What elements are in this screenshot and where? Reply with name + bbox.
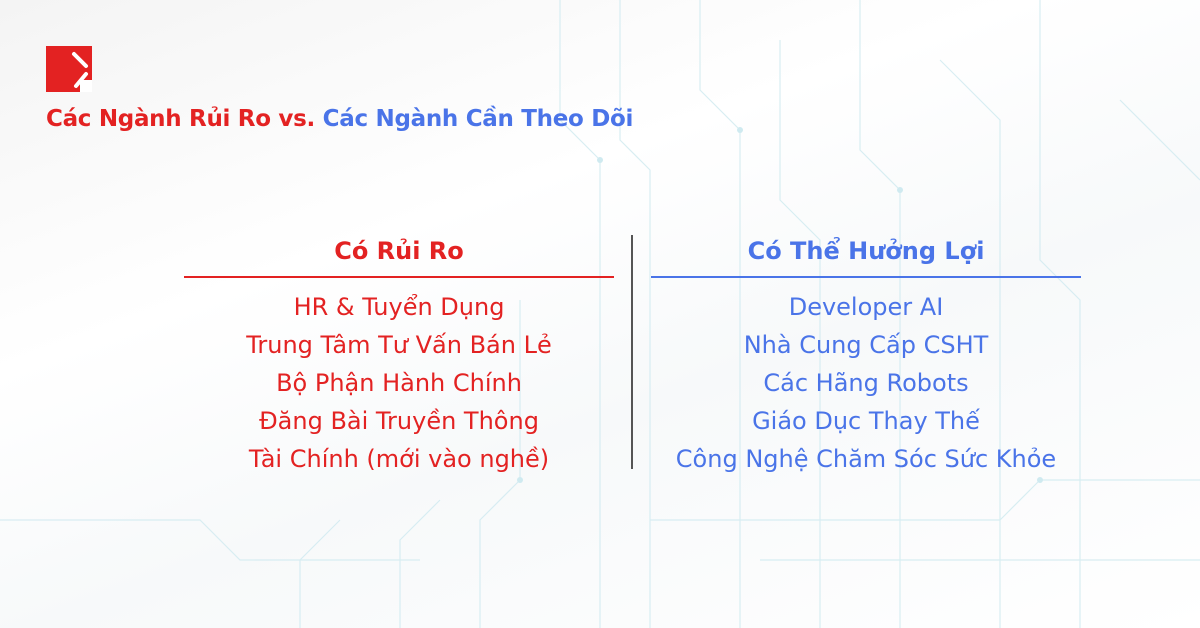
risk-item: Bộ Phận Hành Chính: [276, 369, 522, 397]
benefit-column: Có Thể Hưởng Lợi Developer AI Nhà Cung C…: [651, 232, 1081, 478]
risk-item: Tài Chính (mới vào nghề): [248, 445, 550, 473]
risk-item: Trung Tâm Tư Vấn Bán Lẻ: [246, 331, 552, 359]
risk-heading: Có Rủi Ro: [334, 237, 464, 265]
title-watch: Các Ngành Cần Theo Dõi: [322, 106, 634, 132]
benefit-heading: Có Thể Hưởng Lợi: [747, 237, 985, 265]
benefit-underline: [651, 276, 1081, 278]
column-divider: [631, 235, 633, 469]
page-title: Các Ngành Rủi Ro vs. Các Ngành Cần Theo …: [46, 106, 633, 132]
benefit-item: Giáo Dục Thay Thế: [752, 407, 980, 435]
benefit-item: Nhà Cung Cấp CSHT: [743, 331, 989, 359]
benefit-item: Các Hãng Robots: [763, 369, 969, 397]
risk-item: Đăng Bài Truyền Thông: [259, 407, 539, 435]
benefit-item: Developer AI: [788, 293, 944, 321]
benefit-item: Công Nghệ Chăm Sóc Sức Khỏe: [675, 445, 1057, 473]
brand-logo-icon: [46, 46, 92, 92]
risk-item: HR & Tuyển Dụng: [293, 293, 505, 321]
risk-underline: [184, 276, 614, 278]
title-risk: Các Ngành Rủi Ro vs.: [46, 106, 315, 132]
risk-column: Có Rủi Ro HR & Tuyển Dụng Trung Tâm Tư V…: [184, 232, 614, 478]
